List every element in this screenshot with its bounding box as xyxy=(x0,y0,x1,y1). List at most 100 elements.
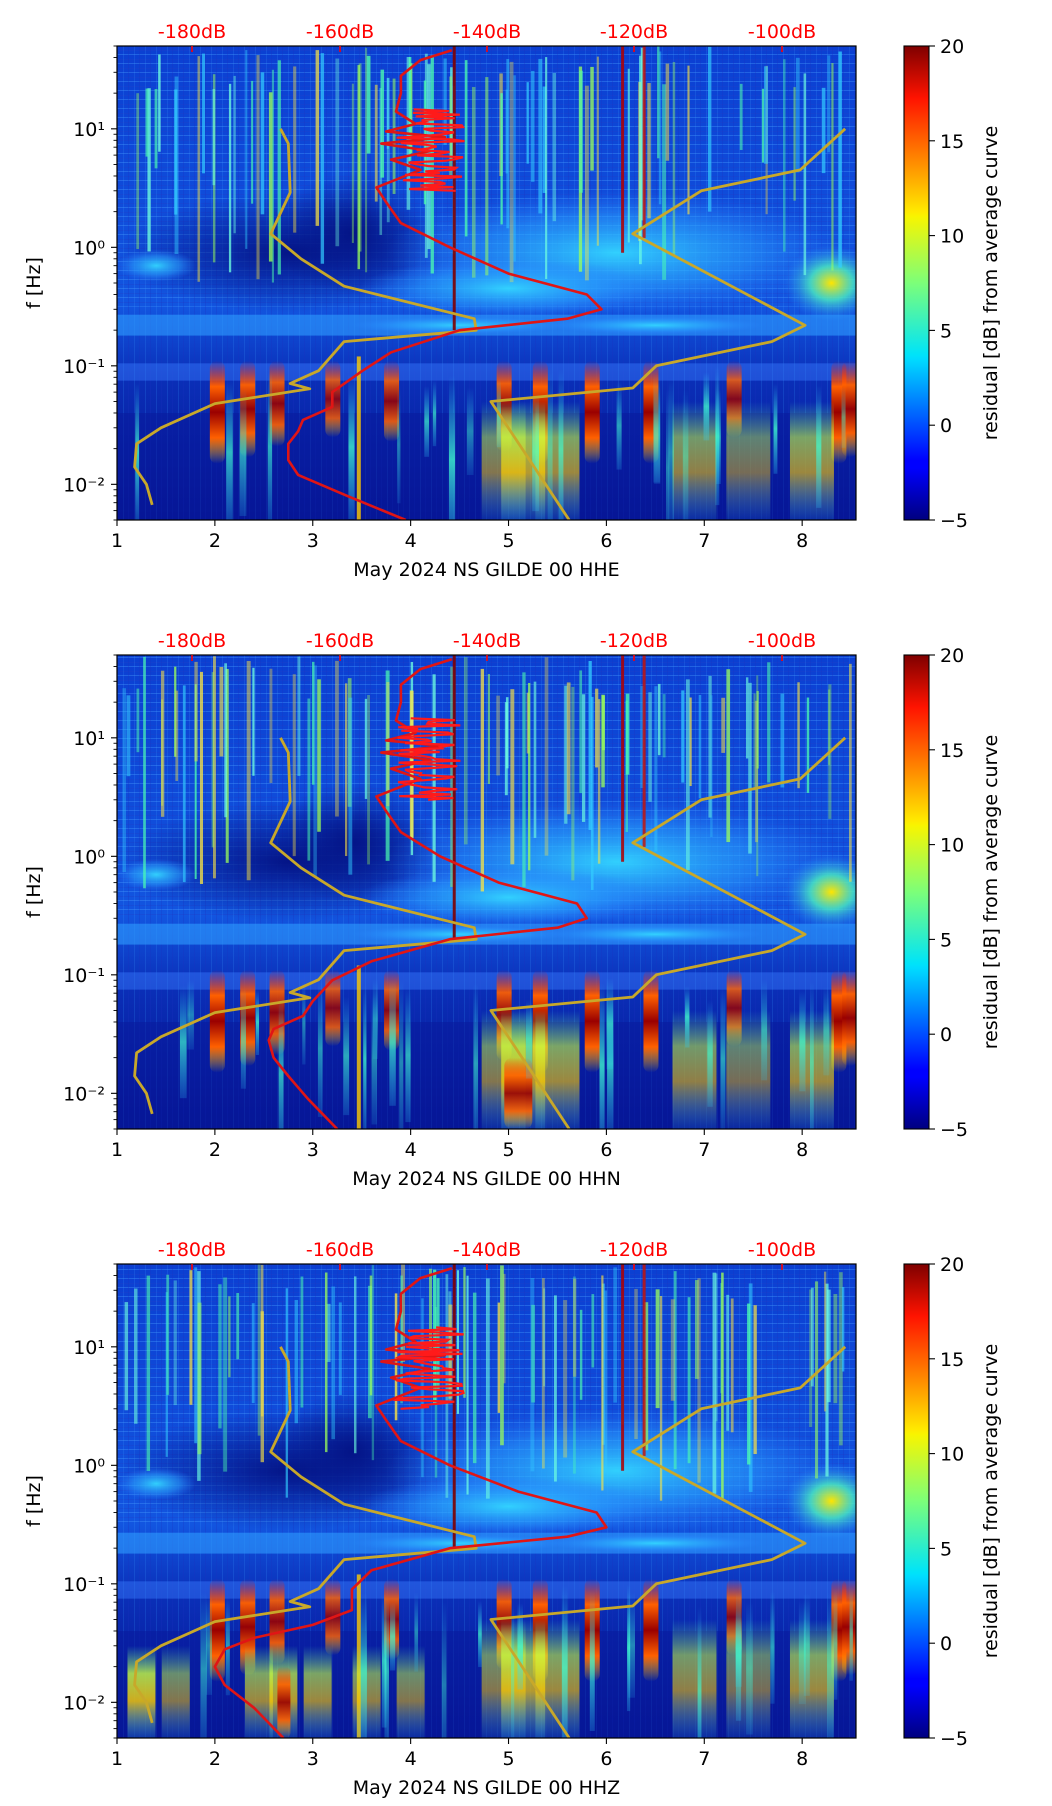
transient-streak xyxy=(487,674,490,784)
transient-streak xyxy=(685,679,690,871)
transient-streak xyxy=(657,46,660,159)
transient-streak xyxy=(443,58,447,145)
transient-streak xyxy=(466,1275,469,1495)
transient-streak xyxy=(697,1278,701,1483)
transient-streak xyxy=(154,89,158,169)
transient-streak xyxy=(365,47,368,273)
transient-streak xyxy=(708,675,712,818)
transient-streak xyxy=(371,1265,375,1461)
transient-streak xyxy=(797,682,800,789)
average-psd-line xyxy=(392,1326,465,1410)
transient-streak xyxy=(726,669,731,843)
transient-streak xyxy=(798,1600,806,1705)
transient-streak xyxy=(400,1275,403,1404)
transient-streak xyxy=(823,986,830,1076)
transient-streak xyxy=(616,381,622,470)
transient-streak xyxy=(770,1590,775,1704)
colorbar-tick-label: 5 xyxy=(940,320,952,342)
colorbar: 20 15 10 5 0 −5 residual [dB] from average cur… xyxy=(903,36,1002,532)
hot-transient-line xyxy=(621,655,625,862)
earthquake-signal xyxy=(842,360,856,458)
transient-streak xyxy=(747,1303,751,1465)
y-tick-label: 10⁰ xyxy=(73,1455,105,1477)
transient-streak xyxy=(627,68,630,243)
transient-streak xyxy=(386,682,390,807)
transient-streak xyxy=(294,1299,299,1424)
earthquake-signal xyxy=(504,1057,533,1129)
db-scale-label: -120dB xyxy=(600,21,668,43)
transient-streak xyxy=(174,76,179,254)
microseism-glow xyxy=(358,867,659,928)
transient-streak xyxy=(246,660,251,881)
transient-streak xyxy=(591,1294,595,1368)
earthquake-signal xyxy=(269,1578,285,1665)
transient-streak xyxy=(367,694,370,865)
transient-streak xyxy=(239,388,247,517)
y-tick-label: 10⁻² xyxy=(63,1083,105,1105)
transient-streak xyxy=(833,1588,838,1700)
transient-streak xyxy=(348,697,353,875)
average-psd-line xyxy=(396,108,465,192)
transient-streak xyxy=(849,1586,853,1681)
transient-streak xyxy=(408,57,412,161)
transient-streak xyxy=(707,1000,713,1107)
spectrogram-heatmap xyxy=(117,46,856,520)
db-scale-label: -160dB xyxy=(306,1239,374,1261)
transient-streak xyxy=(780,693,785,788)
transient-streak xyxy=(579,1309,583,1400)
transient-streak xyxy=(364,698,368,799)
transient-streak xyxy=(212,656,216,879)
transient-streak xyxy=(313,665,317,877)
earthquake-signal xyxy=(269,360,285,447)
transient-streak xyxy=(285,1288,288,1498)
transient-streak xyxy=(554,1295,557,1482)
db-scale-label: -160dB xyxy=(306,21,374,43)
transient-streak xyxy=(838,51,842,268)
transient-streak xyxy=(405,988,411,1123)
model-curve-line xyxy=(133,128,478,506)
transient-streak xyxy=(827,1592,834,1738)
x-tick-label: 4 xyxy=(405,1139,417,1161)
transient-streak xyxy=(326,1303,331,1362)
transient-streak xyxy=(219,667,224,757)
secondary-microseism-band xyxy=(545,1534,766,1553)
transient-streak xyxy=(471,87,476,278)
model-curve-line xyxy=(489,1345,847,1738)
hot-transient-line xyxy=(642,46,646,238)
hot-transient-line xyxy=(452,46,456,331)
microseism-peak xyxy=(783,1463,856,1539)
transient-streak xyxy=(505,89,508,174)
transient-streak xyxy=(654,386,661,484)
transient-streak xyxy=(761,88,765,163)
colorbar-tick-label: 0 xyxy=(940,415,952,437)
transient-streak xyxy=(803,1593,810,1696)
transient-streak xyxy=(430,55,434,274)
transient-streak xyxy=(604,1290,608,1473)
microseism-glow xyxy=(358,1476,659,1537)
transient-streak xyxy=(756,675,759,877)
transient-streak xyxy=(297,656,301,776)
transient-streak xyxy=(240,987,246,1089)
transient-streak xyxy=(532,392,540,512)
transient-streak xyxy=(681,690,685,783)
transient-streak xyxy=(146,1275,151,1471)
transient-streak xyxy=(601,1275,604,1491)
panel-1: 1 2 3 4 5 6 7 8 May 2024 NS GILDE 00 HHE 10¹ 10⁰ 10… xyxy=(23,21,1002,581)
transient-streak xyxy=(389,979,396,1106)
transient-streak xyxy=(563,1300,568,1458)
transient-streak xyxy=(806,697,810,793)
transient-streak xyxy=(640,685,644,789)
transient-streak xyxy=(849,663,852,882)
transient-streak xyxy=(343,996,350,1116)
low-frequency-noise xyxy=(161,1645,190,1738)
transient-streak xyxy=(810,981,814,1129)
y-axis-label: f [Hz] xyxy=(23,257,45,309)
x-tick-label: 8 xyxy=(796,530,808,552)
x-tick-label: 8 xyxy=(796,1748,808,1770)
transient-streak xyxy=(485,77,489,276)
transient-streak xyxy=(292,674,296,857)
model-curve-line xyxy=(133,1346,478,1724)
transient-streak xyxy=(260,72,265,215)
x-tick-label: 1 xyxy=(111,1139,123,1161)
x-tick-label: 1 xyxy=(111,1748,123,1770)
